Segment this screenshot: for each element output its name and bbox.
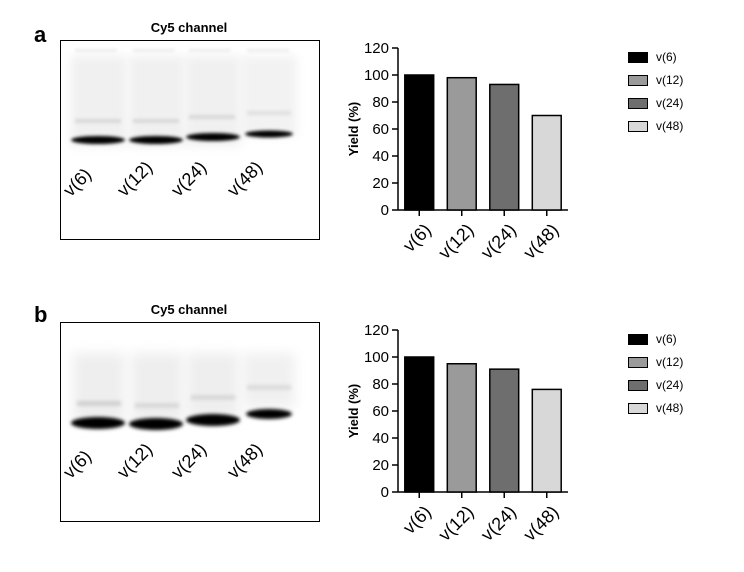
gel-title-b: Cy5 channel: [150, 302, 228, 317]
legend-label: v(12): [656, 73, 684, 87]
y-tick-label: 60: [372, 121, 389, 138]
legend-label: v(12): [656, 355, 684, 369]
x-tick-label: v(12): [434, 502, 477, 545]
legend-label: v(48): [656, 119, 684, 133]
y-tick-label: 100: [364, 67, 389, 84]
y-tick-label: 100: [364, 349, 389, 366]
y-tick-label: 120: [364, 40, 389, 57]
legend-label: v(6): [656, 332, 677, 346]
bar: [404, 74, 435, 211]
x-tick-label: v(48): [519, 502, 562, 545]
y-tick-label: 0: [381, 202, 389, 219]
y-tick-label: 40: [372, 430, 389, 447]
y-tick-label: 0: [381, 484, 389, 501]
panel-letter-a: a: [34, 22, 47, 47]
bar: [404, 356, 435, 493]
y-tick-label: 20: [372, 457, 389, 474]
x-tick-label: v(6): [399, 502, 435, 538]
panel-letter-b: b: [34, 302, 48, 327]
legend-label: v(48): [656, 401, 684, 415]
bar: [446, 76, 477, 211]
x-tick-label: v(12): [434, 220, 477, 263]
legend-swatch: [628, 357, 648, 368]
legend-swatch: [628, 52, 648, 63]
y-tick-label: 80: [372, 376, 389, 393]
y-tick-label: 80: [372, 94, 389, 111]
bar: [531, 114, 562, 211]
gel-image-b: [60, 322, 320, 522]
legend-swatch: [628, 121, 648, 132]
x-tick-label: v(48): [519, 220, 562, 263]
bar: [489, 368, 520, 493]
legend-swatch: [628, 403, 648, 414]
gel-title-a: Cy5 channel: [150, 20, 228, 35]
legend-swatch: [628, 98, 648, 109]
legend-label: v(24): [656, 378, 684, 392]
bar: [531, 388, 562, 493]
gel-bands-b: [71, 353, 295, 430]
legend-label: v(6): [656, 50, 677, 64]
y-tick-label: 20: [372, 175, 389, 192]
y-axis-title: Yield (%): [346, 384, 361, 438]
gel-image-a: [60, 40, 320, 240]
y-tick-label: 120: [364, 322, 389, 339]
y-tick-label: 40: [372, 148, 389, 165]
legend-swatch: [628, 75, 648, 86]
gel-bands-a: [71, 49, 297, 146]
legend-swatch: [628, 380, 648, 391]
y-tick-label: 60: [372, 403, 389, 420]
bar: [489, 83, 520, 211]
y-axis-title: Yield (%): [346, 102, 361, 156]
x-tick-label: v(24): [477, 220, 520, 263]
x-tick-label: v(24): [477, 502, 520, 545]
legend-swatch: [628, 334, 648, 345]
bar: [446, 363, 477, 493]
legend-label: v(24): [656, 96, 684, 110]
x-tick-label: v(6): [399, 220, 435, 256]
